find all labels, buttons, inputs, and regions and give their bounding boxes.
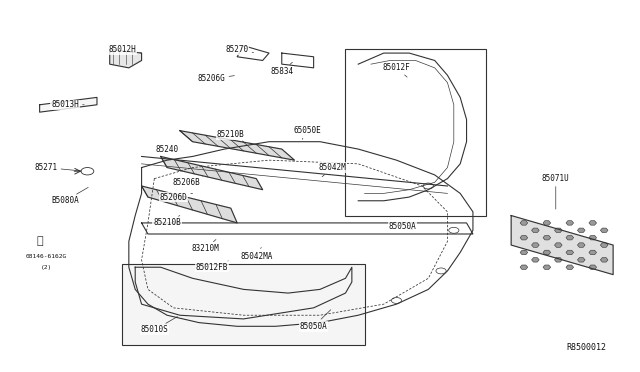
Polygon shape [532,228,540,232]
Text: 85206G: 85206G [198,74,234,83]
Polygon shape [543,250,550,255]
Polygon shape [589,235,596,240]
Polygon shape [577,243,585,247]
Text: 85240: 85240 [156,145,179,157]
Text: 85042M: 85042M [319,163,347,177]
Text: 85271: 85271 [35,163,81,172]
Polygon shape [40,97,97,112]
Text: (2): (2) [40,265,52,270]
Polygon shape [520,250,528,255]
Bar [122,263,365,345]
Text: 85206D: 85206D [159,193,193,202]
Text: 85071U: 85071U [542,174,570,209]
Text: 85013H: 85013H [51,100,84,109]
Text: 85012H: 85012H [109,45,141,54]
Text: 85050A: 85050A [389,222,417,231]
Text: 85010S: 85010S [140,317,177,334]
Polygon shape [566,250,573,255]
Text: 85012F: 85012F [383,63,410,77]
Polygon shape [577,228,585,232]
Text: B5080A: B5080A [51,187,88,205]
Polygon shape [554,228,562,232]
Polygon shape [566,265,573,269]
Polygon shape [600,257,608,262]
Polygon shape [600,243,608,247]
Text: 65050E: 65050E [293,126,321,139]
Polygon shape [511,215,613,275]
Polygon shape [589,265,596,269]
Polygon shape [543,235,550,240]
Text: Ⓢ: Ⓢ [36,236,43,246]
Polygon shape [554,243,562,247]
Polygon shape [600,228,608,232]
Polygon shape [589,250,596,255]
Text: 85210B: 85210B [153,215,181,227]
Polygon shape [543,221,550,225]
Polygon shape [589,221,596,225]
Polygon shape [109,49,141,68]
Polygon shape [520,235,528,240]
Polygon shape [180,131,294,160]
Text: 85050A: 85050A [300,310,331,331]
Text: 85834: 85834 [270,62,293,76]
Text: 85042MA: 85042MA [240,247,273,261]
Polygon shape [566,235,573,240]
Text: 85210B: 85210B [217,130,244,142]
Polygon shape [554,257,562,262]
Text: 83210M: 83210M [191,240,219,253]
Text: 08146-6162G: 08146-6162G [26,254,67,259]
Polygon shape [520,265,528,269]
Polygon shape [577,257,585,262]
Polygon shape [161,157,262,190]
Text: R8500012: R8500012 [567,343,607,352]
Bar [346,49,486,215]
Text: 85270: 85270 [225,45,253,54]
Text: 85012FB: 85012FB [195,261,228,272]
Polygon shape [543,265,550,269]
Polygon shape [532,257,540,262]
Polygon shape [141,186,237,223]
Text: 85206B: 85206B [172,176,203,187]
Polygon shape [566,221,573,225]
Polygon shape [520,221,528,225]
Polygon shape [532,243,540,247]
